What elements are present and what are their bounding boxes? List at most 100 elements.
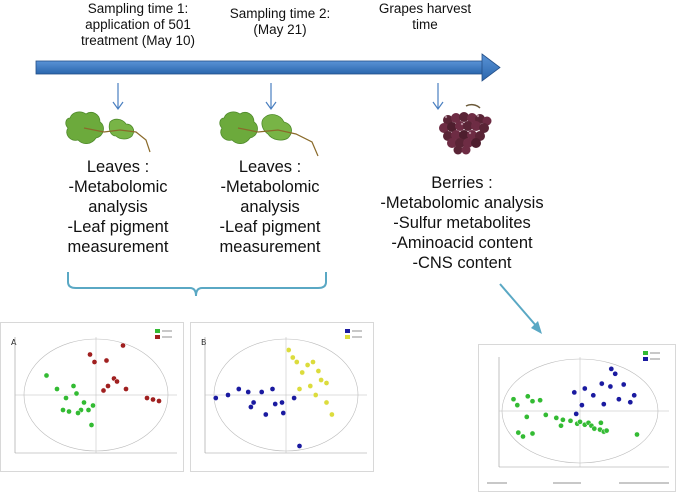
data-point xyxy=(114,378,120,385)
data-point xyxy=(304,362,311,368)
data-point xyxy=(120,342,126,349)
legend-swatch-blue xyxy=(345,329,350,333)
data-point xyxy=(598,419,604,426)
leaves-bracket xyxy=(67,272,327,297)
data-point xyxy=(212,395,219,401)
data-point xyxy=(634,431,640,438)
legend-swatch-yellow xyxy=(345,335,350,339)
data-point xyxy=(318,377,324,383)
grape-leaf-icon-2 xyxy=(219,111,319,157)
data-point xyxy=(73,390,80,397)
data-point xyxy=(87,351,93,358)
data-point xyxy=(315,368,322,374)
data-point xyxy=(43,372,50,379)
data-point xyxy=(573,411,580,417)
data-point xyxy=(285,347,292,353)
data-point xyxy=(515,429,522,436)
plot-b-panel-label: B xyxy=(201,338,207,347)
data-point xyxy=(323,399,330,406)
data-point xyxy=(631,392,638,399)
plot-a-panel-label: A xyxy=(11,338,17,347)
data-point xyxy=(63,395,69,401)
data-point xyxy=(581,385,588,392)
plot-c-points xyxy=(510,366,640,440)
data-point xyxy=(91,359,98,365)
data-point xyxy=(577,418,583,425)
timeline-arrow xyxy=(35,53,501,82)
score-plot-b-svg: B xyxy=(201,329,367,454)
data-point xyxy=(603,427,610,434)
data-point xyxy=(520,433,526,440)
legend-key-2 xyxy=(162,336,172,338)
data-point xyxy=(272,401,279,407)
data-point xyxy=(523,414,530,420)
data-point xyxy=(293,359,300,365)
data-point xyxy=(620,381,627,388)
data-point xyxy=(590,392,597,399)
data-point xyxy=(307,383,314,389)
data-point xyxy=(81,399,87,406)
data-point xyxy=(612,370,619,377)
grape-leaf-icon-1 xyxy=(65,111,151,153)
plot-c-footer-right xyxy=(619,482,669,484)
plot-b-legend xyxy=(345,329,362,339)
legend-swatch-green xyxy=(155,329,160,333)
data-point xyxy=(269,386,276,392)
data-point xyxy=(280,410,287,416)
score-plot-b: B xyxy=(190,322,374,472)
data-point xyxy=(250,399,257,406)
grape-bunch-icon xyxy=(439,103,492,155)
data-point xyxy=(262,411,269,418)
data-point xyxy=(225,392,231,398)
data-point xyxy=(560,416,566,423)
data-point xyxy=(103,357,110,364)
plot-a-legend xyxy=(155,329,172,339)
data-point xyxy=(600,401,607,407)
data-point xyxy=(510,396,517,403)
sampling-time-2-label: Sampling time 2: (May 21) xyxy=(229,6,331,37)
data-point xyxy=(571,389,578,396)
data-point xyxy=(514,402,521,408)
data-point xyxy=(608,366,615,372)
harvest-time-label: Grapes harvest time xyxy=(378,1,472,32)
legend-key-2 xyxy=(650,358,660,360)
data-point xyxy=(235,386,242,392)
data-point xyxy=(291,395,297,401)
plot-b-ellipse xyxy=(213,338,359,452)
data-point xyxy=(567,417,574,424)
data-point xyxy=(598,380,605,387)
score-plot-a: A xyxy=(0,322,184,472)
data-point xyxy=(70,383,77,389)
berries-to-plot-arrow xyxy=(499,283,542,334)
score-plot-c xyxy=(478,344,676,492)
data-point xyxy=(537,397,543,404)
data-point xyxy=(85,407,92,413)
data-point xyxy=(529,398,536,405)
legend-swatch-blue xyxy=(643,357,648,361)
data-point xyxy=(542,412,549,418)
data-point xyxy=(88,422,95,428)
data-point xyxy=(90,402,96,409)
data-point xyxy=(66,408,72,415)
data-point xyxy=(100,387,107,394)
data-point xyxy=(323,380,330,386)
data-point xyxy=(296,386,303,392)
data-point xyxy=(312,392,319,398)
leaves-analysis-2-text: Leaves : -Metabolomic analysis -Leaf pig… xyxy=(219,158,321,256)
plot-c-footer-mid xyxy=(553,482,581,484)
data-point xyxy=(60,407,66,413)
data-point xyxy=(310,359,316,365)
data-point xyxy=(279,399,285,406)
data-point xyxy=(248,404,254,410)
plot-a-points xyxy=(43,342,162,428)
sampling-time-1-label: Sampling time 1: application of 501 trea… xyxy=(80,1,196,48)
data-point xyxy=(329,411,335,418)
data-point xyxy=(105,383,111,389)
berries-analysis-text: Berries : -Metabolomic analysis -Sulfur … xyxy=(380,174,544,272)
plot-c-ellipse xyxy=(501,358,659,464)
data-point xyxy=(296,443,303,449)
data-point xyxy=(258,389,265,395)
legend-swatch-green xyxy=(643,351,648,355)
data-point xyxy=(156,398,162,404)
data-point xyxy=(558,422,564,429)
